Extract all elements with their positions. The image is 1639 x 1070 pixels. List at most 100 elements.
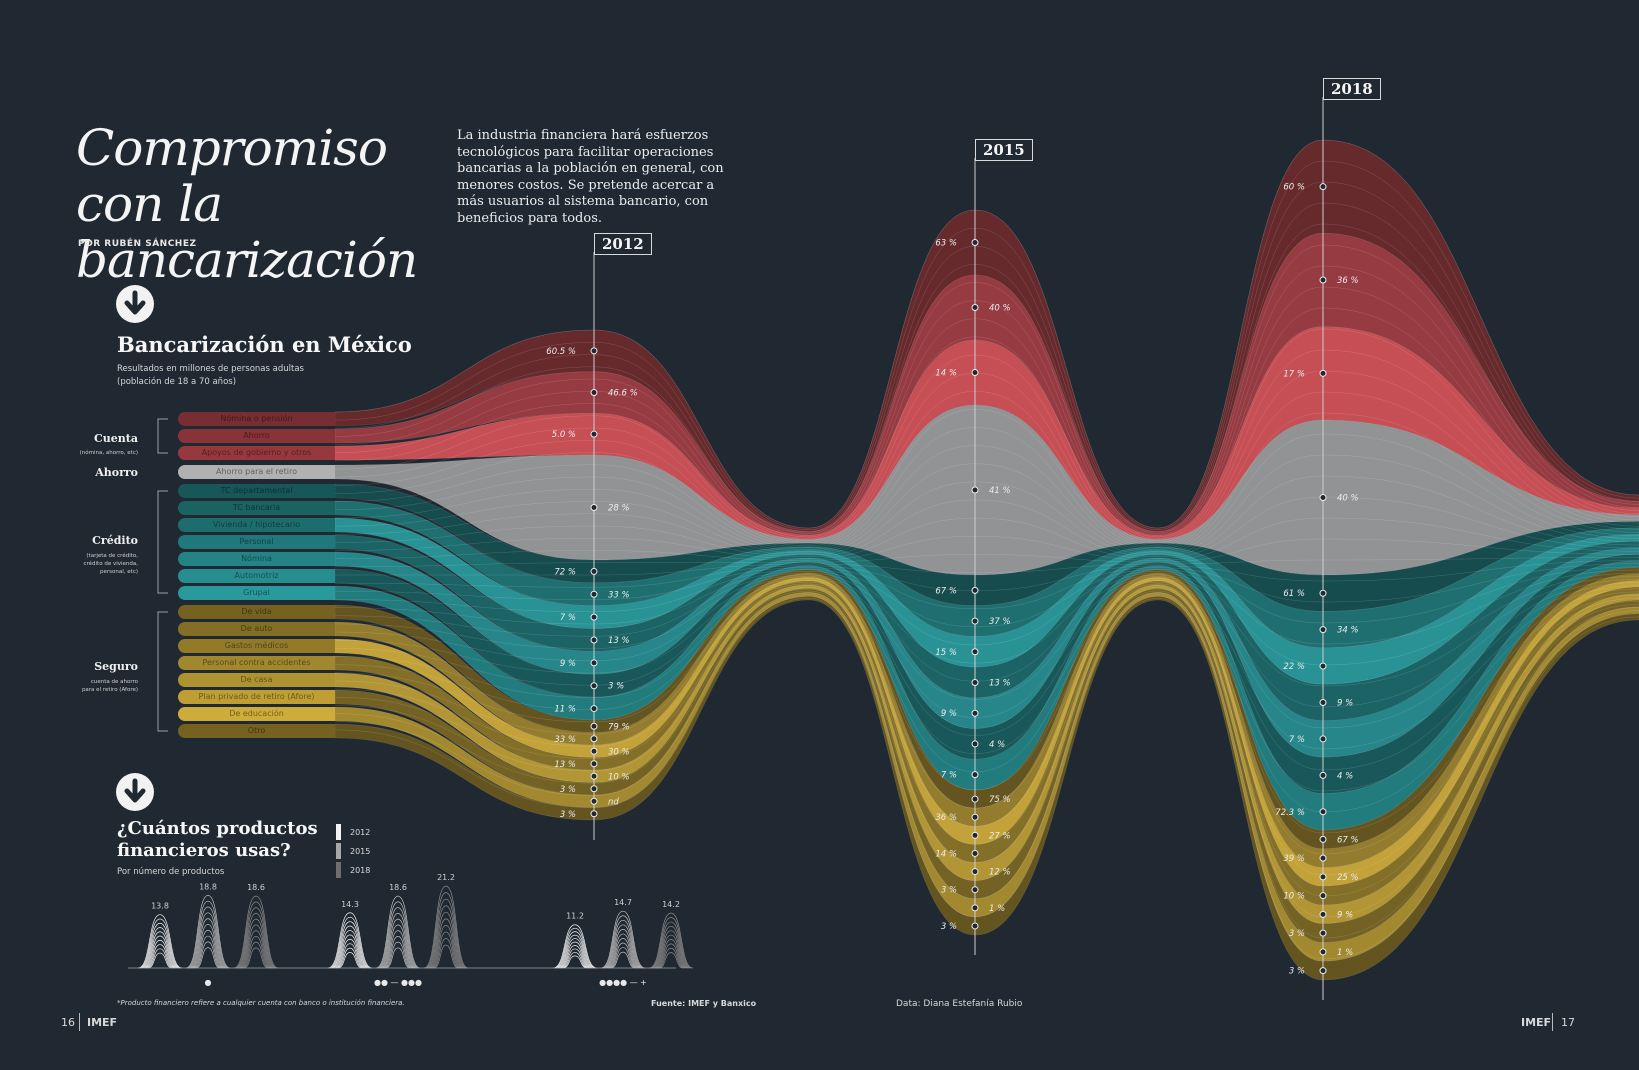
value-marker	[1319, 854, 1327, 862]
product-curve	[141, 927, 179, 969]
texture-line	[334, 139, 1639, 529]
value-label: 3 %	[941, 886, 957, 896]
value-marker	[590, 504, 598, 511]
value-label: 34 %	[1337, 626, 1359, 636]
product-curve	[140, 922, 180, 969]
product-curve	[241, 936, 271, 969]
product-curve	[335, 943, 365, 969]
category-row: De vida	[178, 605, 335, 619]
page-divider-right	[1552, 1013, 1553, 1031]
brand-left: IMEF	[87, 1016, 118, 1029]
product-curve	[423, 885, 469, 969]
product-curve	[428, 911, 464, 969]
value-label: 75 %	[989, 795, 1011, 805]
value-marker	[971, 904, 979, 912]
product-value-label: 18.6	[247, 883, 265, 892]
value-label: 12 %	[989, 868, 1011, 878]
product-curve	[656, 943, 686, 969]
value-marker	[971, 239, 979, 246]
value-marker	[590, 722, 598, 730]
value-marker	[971, 679, 979, 686]
product-curve	[559, 945, 591, 969]
product-curve	[143, 935, 177, 969]
product-curve	[137, 914, 183, 969]
value-marker	[1319, 808, 1327, 816]
product-curve	[240, 930, 272, 969]
legend-label-2018: 2018	[350, 866, 371, 875]
product-curve	[195, 947, 221, 969]
value-marker	[971, 304, 979, 311]
product-curve	[189, 912, 227, 969]
value-label: 63 %	[935, 239, 957, 249]
value-label: 27 %	[989, 831, 1011, 841]
product-value-label: 14.7	[614, 898, 632, 907]
product-value-label: 21.2	[437, 873, 455, 882]
product-curve	[605, 929, 641, 969]
value-marker	[971, 709, 979, 717]
value-label: 37 %	[989, 617, 1011, 627]
value-marker	[590, 747, 598, 755]
category-row: Personal contra accidentes	[178, 656, 335, 670]
value-label: 36 %	[935, 813, 957, 823]
product-curve	[138, 918, 182, 969]
value-label: 3 %	[560, 785, 576, 795]
texture-line	[334, 349, 1639, 547]
value-label: 7 %	[1289, 735, 1305, 745]
category-row: De educación	[178, 707, 335, 721]
product-curve	[192, 929, 224, 969]
category-row: Gastos médicos	[178, 639, 335, 653]
category-row: Otro	[178, 724, 335, 738]
value-label: 3 %	[1289, 929, 1305, 939]
page-number-right: 17	[1561, 1016, 1575, 1029]
value-label: 15 %	[935, 648, 957, 658]
value-label: 33 %	[554, 735, 576, 745]
product-curve	[432, 938, 460, 969]
value-label: 46.6 %	[608, 389, 638, 399]
value-marker	[1319, 948, 1327, 956]
value-marker	[1319, 626, 1327, 634]
product-curve	[654, 934, 688, 969]
product-curve	[603, 919, 643, 969]
product-curve	[337, 952, 363, 969]
brand-right: IMEF	[1521, 1016, 1552, 1029]
group-sub-cuenta: (nómina, ahorro, etc)	[79, 450, 138, 456]
value-marker	[1319, 276, 1327, 284]
texture-line	[334, 307, 1639, 543]
value-marker	[590, 810, 598, 818]
product-curve	[429, 918, 463, 969]
category-row: TC departamental	[178, 484, 335, 498]
value-label: 60 %	[1283, 183, 1305, 193]
product-curve	[562, 955, 588, 969]
texture-line	[334, 223, 1639, 536]
value-marker	[590, 430, 598, 438]
product-curve	[424, 892, 468, 969]
value-marker	[1319, 873, 1327, 881]
value-label: 4 %	[989, 740, 1005, 750]
category-row: Personal	[178, 535, 335, 549]
value-marker	[971, 369, 979, 376]
value-label: 3 %	[560, 810, 576, 820]
value-label: 36 %	[1337, 276, 1359, 286]
category-row: Ahorro para el retiro	[178, 465, 335, 479]
value-marker	[971, 868, 979, 876]
group-label-credito: Crédito	[92, 534, 138, 547]
texture-line	[334, 597, 1639, 960]
value-marker	[1319, 589, 1327, 597]
product-curve	[649, 917, 693, 969]
product-curve	[607, 938, 639, 969]
product-value-label: 18.8	[199, 882, 217, 891]
product-curve	[238, 918, 274, 969]
texture-line	[334, 596, 1639, 939]
section-subtitle-productos: Por número de productos	[117, 867, 225, 877]
product-curve	[426, 898, 466, 969]
texture-line	[334, 592, 1639, 897]
flow-ribbon	[334, 233, 1639, 536]
product-curve	[243, 947, 269, 969]
value-marker	[1319, 967, 1327, 975]
product-curve	[381, 924, 415, 969]
group-bracket	[157, 418, 168, 454]
source-note: Fuente: IMEF y Banxico	[651, 999, 757, 1008]
value-marker	[1319, 771, 1327, 779]
product-value-label: 14.3	[341, 900, 359, 909]
product-curve	[652, 925, 690, 969]
